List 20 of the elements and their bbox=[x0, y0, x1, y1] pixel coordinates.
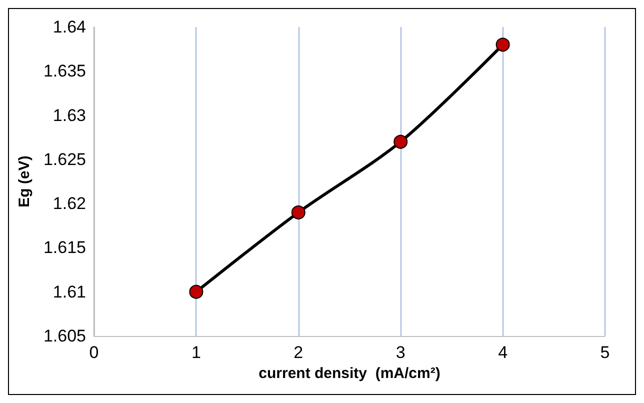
y-tick-label: 1.615 bbox=[43, 238, 86, 258]
y-tick-label: 1.635 bbox=[43, 62, 86, 81]
y-axis-title: Eg (eV) bbox=[16, 156, 33, 208]
point bbox=[189, 284, 204, 299]
point bbox=[291, 205, 306, 220]
y-tick-label: 1.61 bbox=[52, 282, 86, 302]
y-tick-label: 1.62 bbox=[52, 194, 86, 214]
x-tick-label: 0 bbox=[89, 343, 99, 362]
x-tick-label: 3 bbox=[396, 343, 406, 362]
x-tick-label: 4 bbox=[498, 343, 508, 362]
x-tick-label: 2 bbox=[294, 343, 304, 362]
y-tick-label: 1.625 bbox=[43, 150, 86, 169]
y-tick-label: 1.63 bbox=[52, 106, 86, 125]
point bbox=[496, 38, 510, 52]
x-axis-title: current density (mA/cm²) bbox=[258, 365, 440, 382]
x-tick-label: 1 bbox=[191, 343, 201, 362]
x-tick-label: 5 bbox=[600, 343, 610, 362]
y-tick-label: 1.605 bbox=[43, 326, 86, 346]
y-tick-label: 1.64 bbox=[52, 18, 86, 36]
point bbox=[394, 134, 408, 149]
